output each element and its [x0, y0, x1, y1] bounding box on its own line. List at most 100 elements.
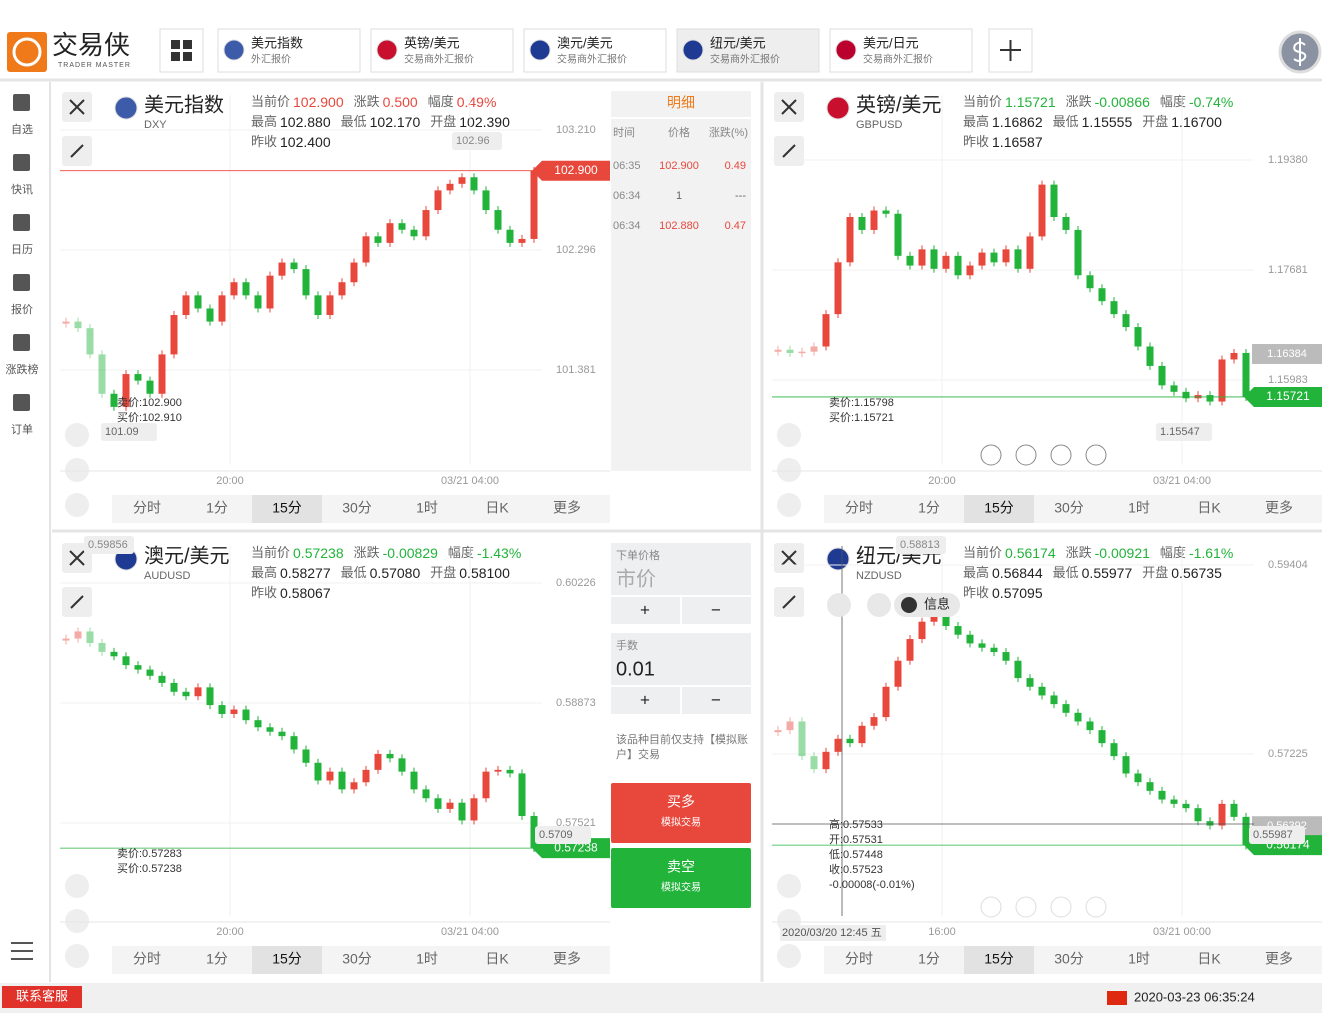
tool-button[interactable] — [777, 493, 801, 517]
tool-button[interactable] — [777, 423, 801, 447]
timeframe[interactable]: 日K — [485, 951, 509, 967]
candle — [194, 683, 202, 701]
timeframe[interactable]: 日K — [1197, 951, 1221, 967]
sidebar-icon[interactable] — [13, 154, 30, 171]
timeframe[interactable]: 15分 — [984, 951, 1014, 967]
playback-button[interactable] — [980, 444, 1002, 466]
timeframe[interactable]: 1时 — [416, 951, 438, 967]
playback-button[interactable] — [1085, 896, 1107, 918]
layout-button[interactable] — [159, 28, 204, 73]
timeframe[interactable]: 30分 — [342, 500, 372, 516]
timeframe[interactable]: 日K — [485, 500, 509, 516]
timeframe-selected — [252, 946, 322, 974]
playback-button[interactable] — [1085, 444, 1107, 466]
timeframe[interactable]: 分时 — [845, 951, 873, 967]
timeframe[interactable]: 分时 — [133, 951, 161, 967]
quote-value: 1.16587 — [992, 134, 1043, 150]
candle — [1074, 708, 1082, 726]
timeframe[interactable]: 30分 — [1054, 500, 1084, 516]
timeframe[interactable]: 分时 — [133, 500, 161, 516]
candle-body — [302, 749, 310, 763]
timeframe[interactable]: 30分 — [1054, 951, 1084, 967]
timeframe[interactable]: 1时 — [416, 500, 438, 516]
candle — [1146, 778, 1154, 795]
price-box — [611, 543, 751, 595]
icon-button[interactable] — [867, 593, 891, 617]
service-button[interactable] — [2, 986, 82, 1008]
quote-value: 1.15721 — [1005, 94, 1056, 110]
timeframe[interactable]: 15分 — [272, 951, 302, 967]
tool-button[interactable] — [777, 944, 801, 968]
timeframe[interactable]: 更多 — [1265, 500, 1293, 516]
candle — [278, 258, 286, 280]
tool-button[interactable] — [777, 458, 801, 482]
plus: + — [640, 600, 650, 619]
close-icon — [69, 550, 85, 566]
sidebar-icon[interactable] — [13, 214, 30, 231]
tool-button[interactable] — [65, 874, 89, 898]
timeframe[interactable]: 30分 — [342, 951, 372, 967]
timeframe[interactable]: 日K — [1197, 500, 1221, 516]
candle-body — [1230, 803, 1238, 817]
candle-body — [98, 642, 106, 652]
timeframe[interactable]: 更多 — [1265, 951, 1293, 967]
timeframe[interactable]: 1分 — [918, 951, 940, 967]
sidebar-icon[interactable] — [13, 94, 30, 111]
candle — [774, 345, 782, 356]
icon-button[interactable] — [827, 593, 851, 617]
symbol-code: AUDUSD — [144, 570, 191, 582]
timeframe[interactable]: 1时 — [1128, 951, 1150, 967]
sell-button[interactable] — [611, 848, 751, 908]
step-button[interactable] — [682, 687, 751, 714]
quote-label: 开盘 — [1142, 565, 1168, 580]
tab[interactable] — [523, 28, 667, 73]
candle — [470, 794, 478, 825]
quote-label: 最高 — [251, 565, 277, 580]
timeframe[interactable]: 1分 — [918, 500, 940, 516]
playback-button[interactable] — [1015, 444, 1037, 466]
candle — [906, 635, 914, 665]
step-button[interactable] — [611, 687, 680, 714]
timeframe[interactable]: 15分 — [272, 500, 302, 516]
candle-body — [942, 608, 950, 627]
timeframe[interactable]: 1时 — [1128, 500, 1150, 516]
playback-button[interactable] — [980, 896, 1002, 918]
timeframe[interactable]: 15分 — [984, 500, 1014, 516]
buy-button[interactable] — [611, 783, 751, 843]
timeframe[interactable]: 更多 — [553, 951, 581, 967]
playback-button[interactable] — [1050, 896, 1072, 918]
y-tick-label: 0.60226 — [556, 577, 596, 589]
tool-button[interactable] — [777, 874, 801, 898]
timeframe[interactable]: 1分 — [206, 500, 228, 516]
step-button[interactable] — [682, 597, 751, 624]
tool-button[interactable] — [65, 423, 89, 447]
sidebar-icon[interactable] — [13, 274, 30, 291]
candle — [470, 173, 478, 195]
timeframe-selected — [252, 495, 322, 523]
quote-value: -0.00921 — [1095, 545, 1150, 561]
tool-button[interactable] — [65, 493, 89, 517]
sidebar-icon[interactable] — [13, 334, 30, 351]
quote-value: 1.16862 — [992, 114, 1043, 130]
playback-button[interactable] — [1050, 444, 1072, 466]
timeframe[interactable]: 1分 — [206, 951, 228, 967]
tool-button[interactable] — [65, 458, 89, 482]
candle-body — [470, 798, 478, 821]
sidebar-icon[interactable] — [13, 394, 30, 411]
tool-button[interactable] — [65, 909, 89, 933]
sidebar-label: 报价 — [11, 302, 33, 316]
quote-value: 102.170 — [370, 114, 421, 130]
candle-body — [1146, 346, 1154, 366]
candle — [518, 234, 526, 247]
candle-body — [374, 236, 382, 243]
candle — [218, 291, 226, 326]
playback-button[interactable] — [1015, 896, 1037, 918]
candle — [1182, 799, 1190, 813]
timeframe[interactable]: 更多 — [553, 500, 581, 516]
candle-body — [1218, 359, 1226, 402]
tool-button[interactable] — [65, 944, 89, 968]
quote-value: 102.880 — [280, 114, 331, 130]
candle-body — [434, 190, 442, 211]
timeframe[interactable]: 分时 — [845, 500, 873, 516]
step-button[interactable] — [611, 597, 680, 624]
